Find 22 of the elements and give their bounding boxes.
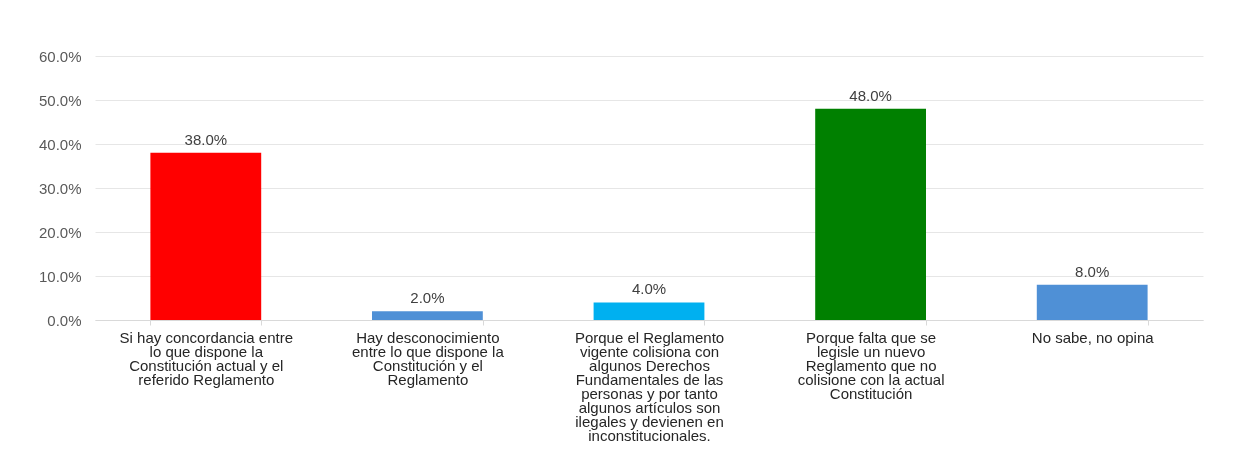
data-label: 38.0% (184, 130, 228, 148)
data-label: 4.0% (631, 280, 667, 298)
bar (372, 311, 483, 320)
x-tick-label: Hay desconocimiento entre lo que dispone la Constitución y el Reglamento (352, 328, 505, 388)
data-label: 48.0% (849, 86, 892, 104)
bar (815, 108, 926, 320)
x-tick-label: Porque el Reglamento vigente colisiona con algunos Derechos Fundamentales de las personas y por tanto algunos artículos son ilegales y devienen en inconstitucionales. (574, 328, 725, 444)
y-tick-label: 0.0% (47, 311, 82, 329)
bar (150, 152, 262, 320)
x-tick-label: No sabe, no opina (1031, 328, 1155, 346)
y-tick-label: 50.0% (38, 91, 82, 109)
x-tick-label: Si hay concordancia entre lo que dispone la Constitución actual y el referido Reglamento (119, 328, 294, 388)
y-tick-label: 60.0% (38, 47, 82, 65)
y-tick-label: 20.0% (38, 223, 82, 241)
data-label: 2.0% (410, 289, 445, 307)
y-tick-label: 40.0% (38, 135, 82, 153)
x-tick-label: Porque falta que se legisle un nuevo Reglamento que no colisione con la actual Constitución (797, 328, 945, 402)
y-tick-label: 10.0% (38, 267, 82, 285)
data-label: 8.0% (1075, 262, 1110, 280)
bar (593, 302, 705, 320)
y-tick-label: 30.0% (38, 179, 82, 197)
bar (1036, 284, 1148, 320)
